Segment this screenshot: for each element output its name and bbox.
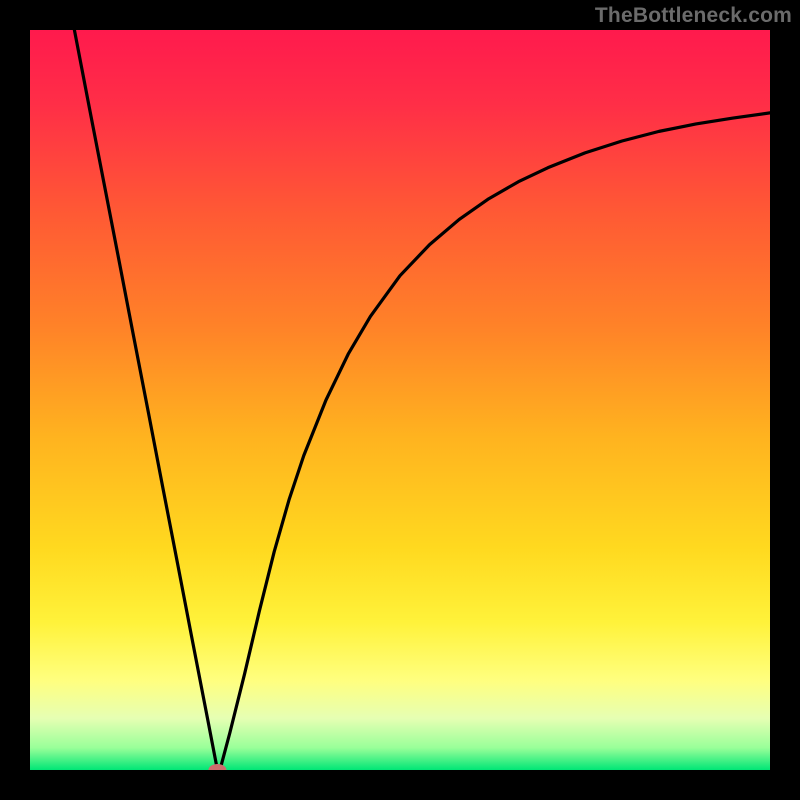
chart-svg — [30, 30, 770, 770]
watermark-text: TheBottleneck.com — [595, 4, 792, 28]
chart-container — [30, 30, 770, 770]
chart-background — [30, 30, 770, 770]
